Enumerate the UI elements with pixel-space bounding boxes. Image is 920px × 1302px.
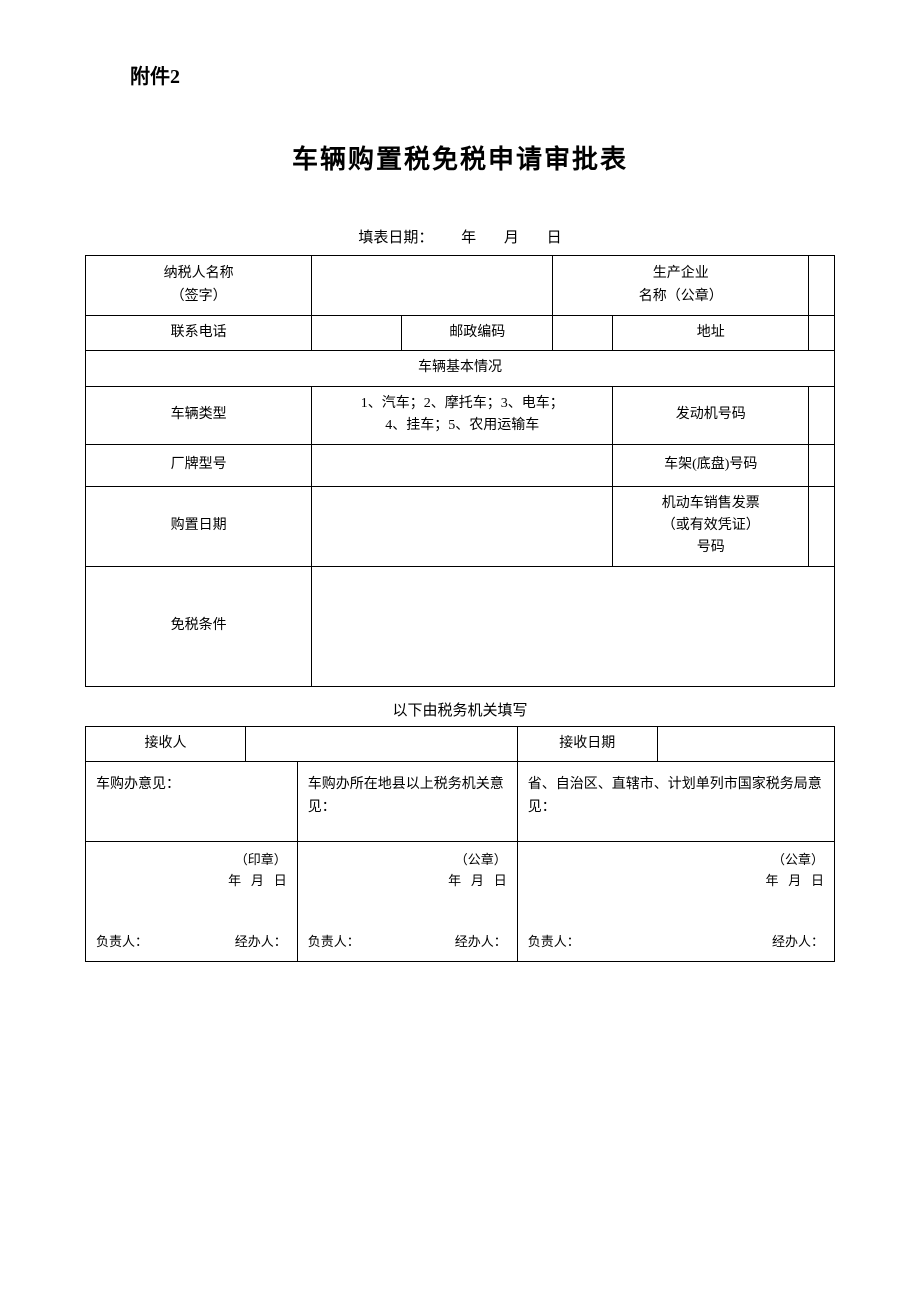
signature-block-2[interactable]: （公章） 年 月 日 负责人： 经办人： [297,842,517,962]
phone-value[interactable] [312,316,402,351]
fill-date-year: 年 [461,230,476,246]
responsible-2: 负责人： [308,932,360,953]
fill-date-day: 日 [547,230,562,246]
handler-2: 经办人： [455,932,507,953]
document-title: 车辆购置税免税申请审批表 [50,139,870,176]
seal-2: （公章） [308,850,507,871]
purchase-date-label: 购置日期 [86,486,312,566]
chassis-value[interactable] [809,444,835,486]
taxpayer-name-label: 纳税人名称 （签字） [86,256,312,316]
fill-date-label: 填表日期： [358,230,433,246]
sig1-year: 年 [228,873,241,888]
main-form-table: 纳税人名称 （签字） 生产企业 名称（公章） 联系电话 邮政编码 地址 车辆基本… [85,255,835,687]
sig3-year: 年 [765,873,778,888]
postcode-value[interactable] [553,316,613,351]
receive-date-value[interactable] [657,726,834,761]
receiver-value[interactable] [246,726,518,761]
sig1-day: 日 [274,873,287,888]
phone-label: 联系电话 [86,316,312,351]
purchase-date-value[interactable] [312,486,613,566]
sig2-month: 月 [471,873,484,888]
producer-label: 生产企业 名称（公章） [553,256,809,316]
fill-date-line: 填表日期： 年 月 日 [50,226,870,247]
seal-1: （印章） [96,850,287,871]
responsible-3: 负责人： [528,932,580,953]
seal-3: （公章） [528,850,824,871]
receiver-label: 接收人 [86,726,246,761]
postcode-label: 邮政编码 [402,316,553,351]
exemption-value[interactable] [312,566,835,686]
exemption-label: 免税条件 [86,566,312,686]
sig2-day: 日 [494,873,507,888]
sig3-month: 月 [788,873,801,888]
fill-date-month: 月 [504,230,519,246]
sig1-month: 月 [251,873,264,888]
signature-block-3[interactable]: （公章） 年 月 日 负责人： 经办人： [517,842,834,962]
brand-value[interactable] [312,444,613,486]
sig3-day: 日 [811,873,824,888]
opinion-2: 车购办所在地县以上税务机关意见： [297,762,517,842]
engine-label: 发动机号码 [613,386,809,444]
taxpayer-name-value[interactable] [312,256,553,316]
tax-authority-divider: 以下由税务机关填写 [50,699,870,720]
address-label: 地址 [613,316,809,351]
handler-1: 经办人： [235,932,287,953]
engine-value[interactable] [809,386,835,444]
vehicle-type-label: 车辆类型 [86,386,312,444]
producer-value[interactable] [809,256,835,316]
brand-label: 厂牌型号 [86,444,312,486]
chassis-label: 车架(底盘)号码 [613,444,809,486]
attachment-label: 附件2 [130,60,870,89]
invoice-value[interactable] [809,486,835,566]
handler-3: 经办人： [772,932,824,953]
opinion-3: 省、自治区、直辖市、计划单列市国家税务局意见： [517,762,834,842]
receive-date-label: 接收日期 [517,726,657,761]
address-value[interactable] [809,316,835,351]
invoice-label: 机动车销售发票 （或有效凭证） 号码 [613,486,809,566]
authority-table: 接收人 接收日期 车购办意见： 车购办所在地县以上税务机关意见： 省、自治区、直… [85,726,835,962]
vehicle-section-header: 车辆基本情况 [86,351,835,386]
responsible-1: 负责人： [96,932,148,953]
sig2-year: 年 [448,873,461,888]
vehicle-type-options: 1、汽车；2、摩托车；3、电车； 4、挂车；5、农用运输车 [312,386,613,444]
opinion-1: 车购办意见： [86,762,298,842]
signature-block-1[interactable]: （印章） 年 月 日 负责人： 经办人： [86,842,298,962]
